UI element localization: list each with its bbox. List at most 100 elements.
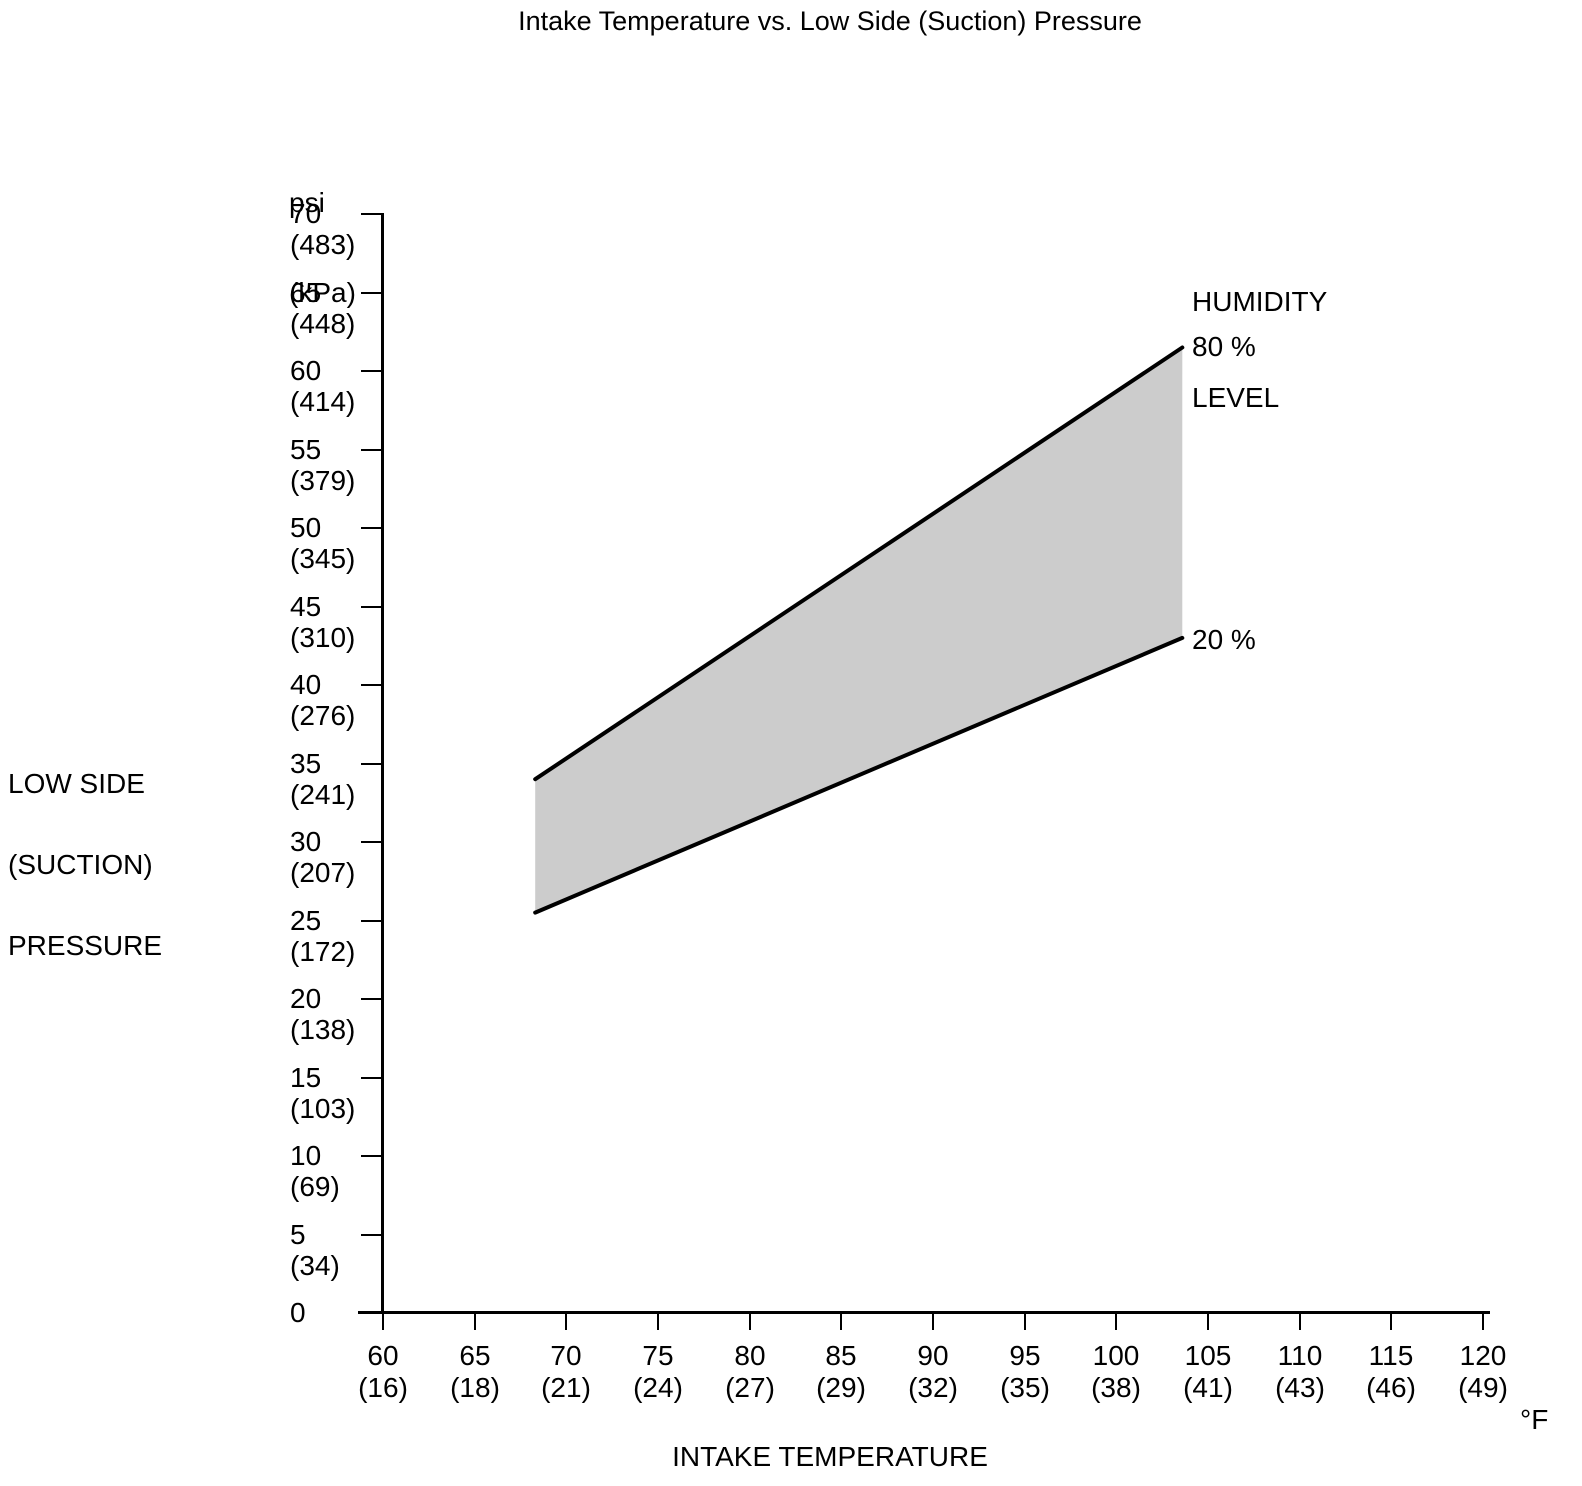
x-tick-label: 85 (29) (771, 1340, 911, 1404)
y-tick-mark (361, 841, 381, 843)
y-tick-label: 50 (345) (290, 512, 355, 574)
y-tick-psi: 30 (290, 826, 322, 857)
y-tick-kpa: (414) (290, 386, 356, 417)
y-tick-mark (361, 684, 381, 686)
x-axis-unit-label: °F (°C) (1520, 1340, 1570, 1486)
y-tick-kpa: (138) (290, 1014, 356, 1045)
y-axis-unit-label: psi (kPa) (289, 128, 356, 368)
x-tick-label: 120 (49) (1413, 1340, 1553, 1404)
y-tick-label: 55 (379) (290, 434, 355, 496)
y-tick-psi: 25 (290, 905, 322, 936)
y-tick-label: 45 (310) (290, 591, 355, 653)
y-tick-label: 15 (103) (290, 1062, 355, 1124)
x-tick-mark (749, 1313, 751, 1330)
y-tick-mark (361, 292, 381, 294)
y-tick-mark (361, 527, 381, 529)
x-tick-label: 90 (32) (863, 1340, 1003, 1404)
x-tick-f: 90 (917, 1340, 949, 1371)
y-tick-label: 30 (207) (290, 826, 355, 888)
x-tick-c: (29) (816, 1372, 866, 1403)
x-tick-label: 100 (38) (1046, 1340, 1186, 1404)
y-tick-mark (361, 370, 381, 372)
y-tick-mark (361, 606, 381, 608)
x-tick-label: 75 (24) (588, 1340, 728, 1404)
y-tick-kpa: (103) (290, 1093, 356, 1124)
x-tick-mark (1482, 1313, 1484, 1330)
y-axis-unit-kpa: (kPa) (289, 277, 356, 308)
x-tick-mark (565, 1313, 567, 1330)
x-tick-f: 65 (459, 1340, 491, 1371)
y-tick-psi: 0 (290, 1297, 306, 1328)
x-tick-label: 105 (41) (1138, 1340, 1278, 1404)
x-tick-f: 115 (1368, 1340, 1414, 1371)
series-label-80-percent: 80 % (1192, 331, 1256, 362)
y-tick-label: 35 (241) (290, 748, 355, 810)
y-axis-line (381, 213, 384, 1313)
x-axis-unit-f: °F (1520, 1404, 1549, 1435)
legend-title-line2: LEVEL (1192, 382, 1280, 413)
x-tick-mark (474, 1313, 476, 1330)
x-tick-label: 95 (35) (955, 1340, 1095, 1404)
y-tick-kpa: (69) (290, 1171, 340, 1202)
y-tick-psi: 65 (290, 277, 322, 308)
x-tick-f: 85 (825, 1340, 857, 1371)
y-tick-label: 65 (448) (290, 277, 355, 339)
y-tick-mark (361, 920, 381, 922)
x-tick-label: 80 (27) (680, 1340, 820, 1404)
y-tick-kpa: (172) (290, 936, 356, 967)
x-tick-label: 115 (46) (1321, 1340, 1461, 1404)
x-tick-c: (27) (725, 1372, 775, 1403)
y-axis-title-line1: LOW SIDE (8, 768, 145, 799)
y-tick-label: 0 (290, 1297, 306, 1328)
x-tick-c: (21) (541, 1372, 591, 1403)
x-axis-title: INTAKE TEMPERATURE (672, 1441, 988, 1472)
y-tick-label: 10 (69) (290, 1140, 340, 1202)
y-tick-kpa: (241) (290, 779, 356, 810)
x-tick-f: 100 (1092, 1340, 1140, 1371)
y-tick-mark (361, 213, 381, 215)
x-tick-c: (41) (1183, 1372, 1233, 1403)
y-tick-label: 5 (34) (290, 1219, 340, 1281)
y-tick-psi: 20 (290, 983, 322, 1014)
y-tick-kpa: (345) (290, 543, 356, 574)
x-tick-f: 60 (367, 1340, 399, 1371)
x-tick-f: 70 (550, 1340, 582, 1371)
x-tick-c: (46) (1366, 1372, 1416, 1403)
y-tick-mark (361, 1234, 381, 1236)
y-tick-label: 60 (414) (290, 355, 355, 417)
x-tick-f: 120 (1459, 1340, 1507, 1371)
x-tick-mark (657, 1313, 659, 1330)
x-tick-c: (18) (450, 1372, 500, 1403)
y-axis-title: LOW SIDE (SUCTION) PRESSURE (8, 716, 162, 1013)
x-tick-c: (43) (1275, 1372, 1325, 1403)
y-tick-psi: 5 (290, 1219, 306, 1250)
x-tick-mark (1207, 1313, 1209, 1330)
x-tick-f: 80 (734, 1340, 766, 1371)
series-label-20-percent: 20 % (1192, 624, 1256, 655)
y-axis-title-line3: PRESSURE (8, 930, 163, 961)
y-tick-psi: 15 (290, 1062, 322, 1093)
y-tick-kpa: (276) (290, 700, 356, 731)
x-axis-line (358, 1311, 1490, 1314)
x-tick-mark (932, 1313, 934, 1330)
y-tick-psi: 60 (290, 355, 322, 386)
y-tick-mark (361, 763, 381, 765)
x-tick-c: (32) (908, 1372, 958, 1403)
x-tick-f: 105 (1184, 1340, 1232, 1371)
x-tick-c: (35) (1000, 1372, 1050, 1403)
x-tick-mark (1390, 1313, 1392, 1330)
y-tick-kpa: (310) (290, 622, 356, 653)
y-tick-psi: 10 (290, 1140, 322, 1171)
chart-title: Intake Temperature vs. Low Side (Suction… (518, 6, 1142, 36)
y-tick-mark (361, 998, 381, 1000)
y-tick-label: 20 (138) (290, 983, 355, 1045)
y-tick-kpa: (483) (290, 229, 356, 260)
y-tick-psi: 55 (290, 434, 322, 465)
y-tick-psi: 70 (290, 198, 322, 229)
y-tick-psi: 40 (290, 669, 322, 700)
y-tick-psi: 45 (290, 591, 322, 622)
x-tick-mark (1299, 1313, 1301, 1330)
y-tick-label: 25 (172) (290, 905, 355, 967)
